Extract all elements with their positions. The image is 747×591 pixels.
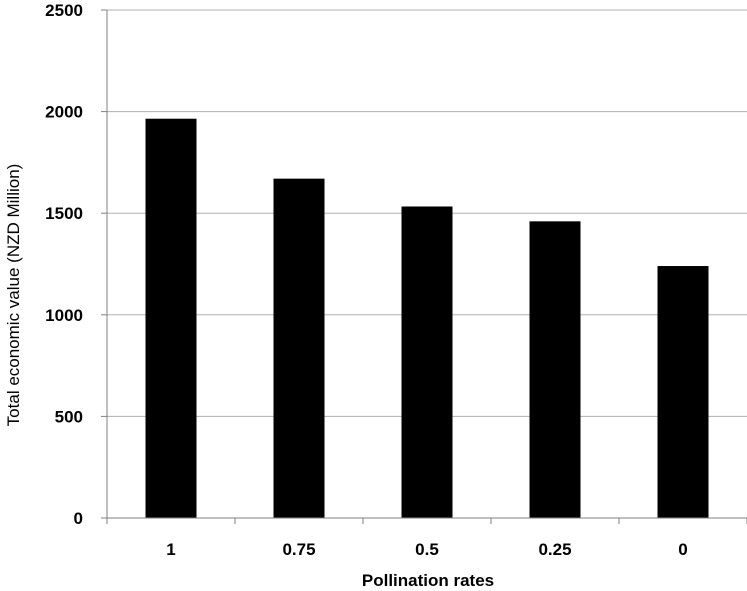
x-axis-title: Pollination rates bbox=[362, 571, 494, 590]
y-tick-label: 2500 bbox=[45, 1, 83, 20]
x-axis-tick-labels: 1 0.75 0.5 0.25 0 bbox=[166, 540, 687, 559]
x-tick-label: 0.25 bbox=[538, 540, 571, 559]
x-tick-label: 0 bbox=[678, 540, 687, 559]
y-tick-label: 0 bbox=[74, 509, 83, 528]
x-axis-ticks bbox=[106, 518, 747, 524]
bar bbox=[401, 206, 453, 519]
y-axis-tick-labels: 0 500 1000 1500 2000 2500 bbox=[45, 1, 83, 528]
y-tick-label: 500 bbox=[55, 407, 83, 426]
x-tick-label: 0.5 bbox=[415, 540, 439, 559]
x-tick-label: 1 bbox=[166, 540, 175, 559]
y-axis-ticks bbox=[101, 9, 107, 519]
y-axis-title: Total economic value (NZD Million) bbox=[4, 164, 23, 427]
x-tick-label: 0.75 bbox=[282, 540, 315, 559]
y-tick-label: 2000 bbox=[45, 103, 83, 122]
bar bbox=[273, 178, 325, 518]
bar bbox=[145, 118, 197, 518]
bar bbox=[657, 266, 709, 518]
axes bbox=[106, 10, 747, 519]
bars bbox=[145, 118, 709, 519]
y-tick-label: 1500 bbox=[45, 204, 83, 223]
bar bbox=[529, 221, 581, 518]
y-tick-label: 1000 bbox=[45, 306, 83, 325]
